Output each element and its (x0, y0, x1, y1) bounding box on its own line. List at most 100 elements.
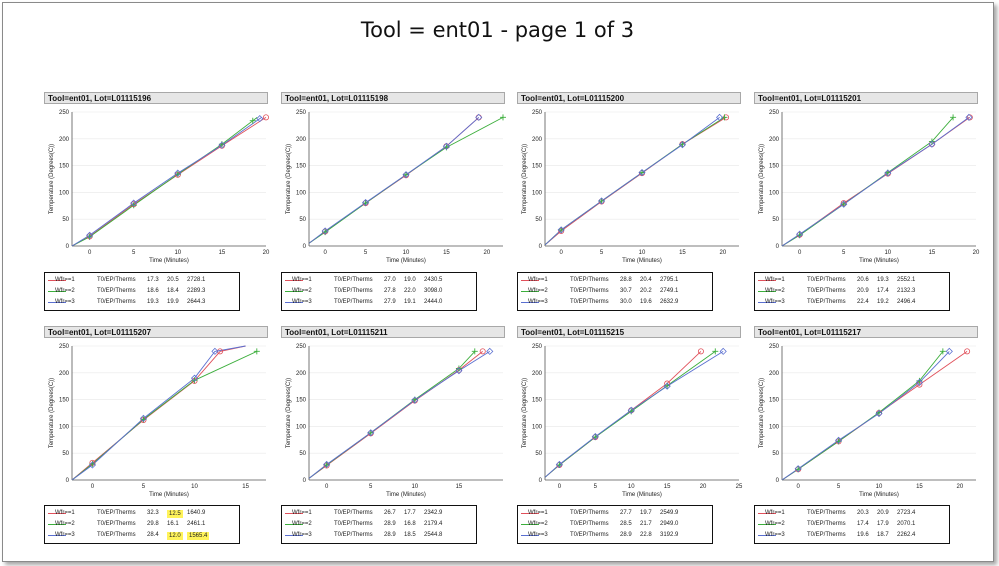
y-tick-label: 150 (769, 398, 780, 404)
chart-legend: Wfr==1 T0/EP/Therms 20.3 20.9 2723.4 Wfr==2 T0… (754, 505, 950, 544)
legend-series-name: Wfr==2 (765, 521, 785, 527)
chart-legend: Wfr==1 T0/EP/Therms 27.0 19.0 2430.5 Wfr==2 T0… (281, 272, 477, 311)
legend-therms-value: 2544.8 (424, 532, 443, 538)
chart-title: Tool=ent01, Lot=L01115196 (44, 92, 268, 104)
legend-metric-label: T0/EP/Therms (807, 277, 846, 283)
data-point (558, 226, 565, 233)
data-point (88, 461, 96, 469)
legend-series-name: Wfr==2 (528, 288, 548, 294)
legend-swatch (758, 302, 776, 303)
y-tick-label: 200 (532, 137, 543, 143)
legend-therms-value: 3098.0 (424, 288, 443, 294)
legend-row: Wfr==1 T0/EP/Therms 27.0 19.0 2430.5 (282, 275, 476, 286)
x-tick-label: 20 (719, 250, 726, 256)
legend-row: Wfr==3 T0/EP/Therms 27.9 19.1 2444.0 (282, 297, 476, 308)
chart-panel: Tool=ent01, Lot=L01115207 0 50 100 150 200 250… (44, 326, 268, 555)
legend-therms-value: 2749.1 (660, 288, 679, 294)
series-line (544, 351, 724, 478)
y-tick-label: 200 (59, 137, 70, 143)
y-tick-label: 0 (66, 244, 70, 250)
x-axis-label: Time (Minutes) (386, 492, 426, 498)
legend-metric-label: T0/EP/Therms (570, 299, 609, 305)
legend-series-name: Wfr==3 (55, 532, 75, 538)
chart-title: Tool=ent01, Lot=L01115198 (281, 92, 505, 104)
legend-swatch (48, 291, 66, 292)
y-tick-label: 200 (532, 371, 543, 377)
chart-plot: 0 50 100 150 200 250 0 5 10 15 Time (Minutes) Tempe… (49, 344, 266, 498)
data-point (915, 378, 923, 387)
chart-title: Tool=ent01, Lot=L01115207 (44, 326, 268, 338)
legend-ep-value: 20.5 (167, 277, 179, 283)
x-tick-label: 25 (736, 484, 743, 490)
y-tick-label: 100 (296, 424, 307, 430)
y-axis-label: Temperature (Degrees(C)) (286, 378, 292, 448)
legend-series-name: Wfr==1 (292, 277, 312, 283)
legend-t0-value: 26.7 (384, 510, 396, 516)
legend-row: Wfr==1 T0/EP/Therms 20.6 19.3 2552.1 (755, 275, 949, 286)
page-title: Tool = ent01 - page 1 of 3 (360, 18, 635, 42)
legend-row: Wfr==1 T0/EP/Therms 17.3 20.5 2728.1 (45, 275, 239, 286)
y-tick-label: 100 (59, 190, 70, 196)
chart-title: Tool=ent01, Lot=L01115201 (754, 92, 978, 104)
legend-row: Wfr==1 T0/EP/Therms 32.3 12.5 1640.9 (45, 508, 239, 519)
legend-ep-value: 19.1 (404, 299, 416, 305)
chart-plot: 0 50 100 150 200 250 0 5 10 15 Time (Minutes) Tempe… (286, 344, 503, 498)
x-tick-label: 5 (132, 250, 136, 256)
legend-series-name: Wfr==1 (55, 510, 75, 516)
data-point (716, 113, 724, 121)
data-point (939, 348, 946, 355)
legend-t0-value: 28.9 (620, 532, 632, 538)
legend-metric-label: T0/EP/Therms (97, 277, 136, 283)
legend-series-name: Wfr==2 (292, 521, 312, 527)
data-point (663, 382, 671, 390)
legend-swatch (48, 524, 66, 525)
legend-row: Wfr==2 T0/EP/Therms 18.6 18.4 2289.3 (45, 286, 239, 297)
legend-therms-value: 2644.3 (187, 299, 206, 305)
legend-metric-label: T0/EP/Therms (570, 521, 609, 527)
series-line (781, 117, 954, 247)
legend-t0-value: 30.7 (620, 288, 632, 294)
data-point (591, 433, 599, 441)
legend-series-name: Wfr==1 (55, 277, 75, 283)
legend-swatch (285, 280, 303, 281)
legend-series-name: Wfr==1 (528, 510, 548, 516)
legend-series-name: Wfr==1 (292, 510, 312, 516)
x-tick-label: 15 (916, 484, 923, 490)
legend-metric-label: T0/EP/Therms (97, 288, 136, 294)
legend-therms-value: 2949.0 (660, 521, 679, 527)
data-point (323, 460, 331, 469)
x-tick-label: 5 (364, 250, 368, 256)
chart-legend: Wfr==1 T0/EP/Therms 20.6 19.3 2552.1 Wfr==2 T0… (754, 272, 950, 311)
chart-title: Tool=ent01, Lot=L01115215 (517, 326, 741, 338)
data-point (249, 117, 256, 124)
legend-series-name: Wfr==3 (528, 299, 548, 305)
chart-plot: 0 50 100 150 200 250 0 5 10 15 20 Time (Minutes) Tem… (759, 110, 980, 264)
y-tick-label: 50 (535, 451, 542, 457)
data-point (884, 169, 892, 177)
legend-ep-value: 17.7 (404, 510, 416, 516)
data-point (411, 396, 419, 404)
data-point (598, 197, 605, 204)
legend-series-name: Wfr==3 (292, 532, 312, 538)
legend-therms-value: 2552.1 (897, 277, 916, 283)
legend-swatch (521, 535, 539, 536)
y-tick-label: 250 (532, 110, 543, 116)
legend-t0-value: 27.0 (384, 277, 396, 283)
y-tick-label: 150 (296, 398, 307, 404)
legend-t0-value: 29.8 (147, 521, 159, 527)
legend-ep-value: 20.2 (640, 288, 652, 294)
legend-t0-value: 17.3 (147, 277, 159, 283)
legend-t0-value: 20.9 (857, 288, 869, 294)
x-tick-label: 15 (219, 250, 226, 256)
legend-ep-value: 12.5 (167, 510, 183, 518)
data-point (86, 231, 94, 239)
x-tick-label: 15 (929, 250, 936, 256)
legend-swatch (758, 291, 776, 292)
legend-ep-value: 20.4 (640, 277, 652, 283)
data-point (130, 202, 137, 209)
x-tick-label: 0 (88, 250, 92, 256)
x-tick-label: 5 (142, 484, 146, 490)
data-point (211, 347, 219, 355)
legend-row: Wfr==3 T0/EP/Therms 19.6 18.7 2262.4 (755, 530, 949, 541)
x-axis-label: Time (Minutes) (386, 258, 426, 264)
